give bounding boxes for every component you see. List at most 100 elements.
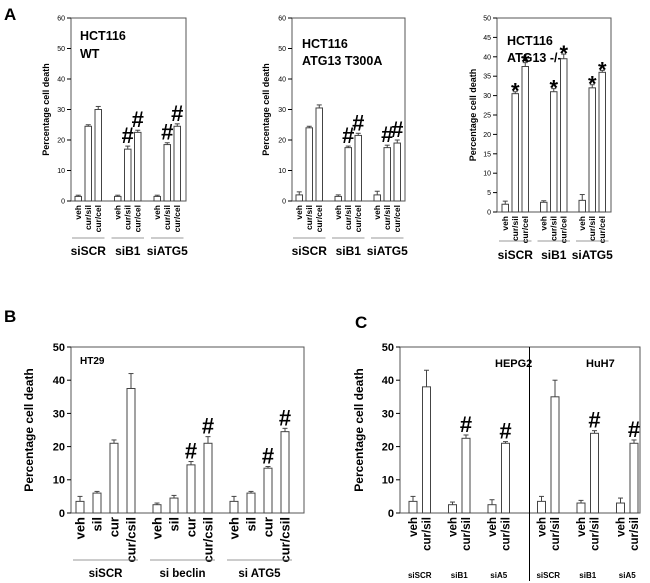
y-tick-label: 10: [483, 171, 491, 178]
bar-siB1-cur-sil: [124, 148, 132, 202]
x-category-label: cur/sil: [123, 205, 133, 230]
group-label: si beclin: [159, 568, 205, 580]
y-tick-label: 0: [388, 508, 394, 520]
x-category-label: cur/sil: [629, 517, 641, 551]
significance-hash: #: [262, 444, 274, 469]
bar-siATG5-cur-cel: [598, 71, 606, 213]
y-tick-label: 50: [382, 342, 394, 354]
bar-siB1-cur-sil: [590, 432, 599, 514]
x-category-label: cur/csil: [278, 517, 293, 563]
x-category-label: veh: [73, 205, 83, 220]
x-category-label: cur/cel: [314, 205, 324, 232]
significance-hash: #: [132, 107, 144, 132]
y-tick-label: 45: [483, 35, 491, 42]
bar-siATG5-cur-cel: [393, 142, 401, 202]
x-category-label: veh: [539, 216, 549, 231]
x-category-label: veh: [372, 205, 382, 220]
x-category-label: cur/cel: [133, 205, 143, 232]
y-tick-label: 50: [483, 15, 491, 22]
bar-siATG5-veh: [578, 199, 586, 213]
bar-siSCR-veh: [74, 195, 82, 202]
x-category-label: veh: [500, 216, 510, 231]
bar-siATG5-cur-sil: [163, 144, 171, 202]
x-category-label: cur: [184, 517, 199, 537]
y-tick-label: 40: [278, 76, 286, 83]
group-label: siB1: [541, 248, 567, 262]
x-category-label: cur/sil: [422, 517, 434, 551]
bar-siB1-cur-sil: [550, 91, 558, 213]
y-tick-label: 10: [53, 475, 65, 487]
y-axis-label: Percentage cell death: [22, 368, 36, 491]
bar-siB1-veh: [540, 201, 548, 213]
x-category-label: cur/sil: [162, 205, 172, 230]
bar-siA5-cur-sil: [629, 442, 639, 514]
cell-line-annotation: HuH7: [586, 358, 615, 370]
bar-siSCR-sil: [92, 492, 102, 514]
cell-line-annotation: HCT116: [302, 37, 348, 51]
group-label: siSCR: [292, 244, 328, 258]
x-category-label: cur/cel: [559, 216, 569, 243]
bar-siB1-veh: [576, 502, 586, 514]
x-category-label: veh: [113, 205, 123, 220]
y-tick-label: 50: [57, 46, 65, 53]
bar-si-ATG5-cur-csil: [280, 431, 290, 514]
significance-hash: #: [628, 417, 640, 442]
group-label: si ATG5: [238, 568, 281, 580]
bar-siSCR-cur-sil: [422, 386, 431, 514]
plot-frame: [399, 346, 641, 514]
bar-siSCR-cur-cel: [315, 107, 323, 202]
cell-line-annotation: HCT116: [80, 29, 126, 43]
x-category-label: cur/sil: [83, 205, 93, 230]
significance-hash: #: [391, 117, 403, 142]
significance-hash: #: [352, 110, 364, 135]
bar-siB1-cur-cel: [354, 134, 362, 202]
x-category-label: cur/sil: [549, 216, 559, 241]
bar-siB1-veh: [448, 504, 457, 514]
cell-line-annotation: HCT116: [507, 34, 553, 48]
bar-si-beclin-cur-csil: [203, 442, 213, 514]
bar-si-beclin-veh: [152, 504, 162, 514]
group-label: siSCR: [498, 248, 534, 262]
bar-siA5-veh: [616, 502, 625, 514]
y-tick-label: 20: [57, 137, 65, 144]
group-label: siSCR: [536, 571, 560, 580]
bar-siSCR-veh: [537, 500, 546, 514]
y-tick-label: 35: [483, 74, 491, 81]
bar-siB1-veh: [114, 195, 122, 202]
y-tick-label: 5: [487, 190, 491, 197]
group-label: siB1: [451, 571, 468, 580]
x-category-label: sil: [90, 517, 105, 531]
chart-hepg2-huh7: 0 10 20 30 40 50 Percentage cell death HEPG2 HuH…: [352, 342, 641, 581]
x-category-label: cur/sil: [461, 517, 473, 551]
bar-siB1-cur-cel: [560, 58, 568, 213]
group-label: siATG5: [367, 244, 408, 258]
x-category-label: cur/sil: [510, 216, 520, 241]
bar-si-beclin-cur: [186, 464, 196, 514]
bar-siSCR-cur: [109, 442, 119, 514]
y-tick-label: 10: [278, 168, 286, 175]
y-tick-label: 40: [483, 54, 491, 61]
y-tick-label: 15: [483, 151, 491, 158]
y-tick-label: 20: [278, 137, 286, 144]
y-tick-label: 50: [278, 46, 286, 53]
bar-siSCR-cur-sil: [84, 125, 92, 202]
panel-label-b: B: [4, 307, 16, 326]
bar-siA5-cur-sil: [501, 442, 510, 514]
y-axis-label: Percentage cell death: [261, 63, 271, 156]
significance-hash: #: [122, 123, 134, 148]
bar-siATG5-veh: [373, 194, 381, 202]
y-tick-label: 20: [483, 132, 491, 139]
group-label: siSCR: [408, 571, 432, 580]
x-category-label: cur/csil: [201, 517, 216, 563]
x-category-label: cur/sil: [587, 216, 597, 241]
bar-siB1-cur-sil: [344, 147, 352, 202]
y-tick-label: 10: [382, 475, 394, 487]
significance-star: *: [559, 41, 568, 66]
significance-hash: #: [161, 120, 173, 145]
chart-hct116-wt: 0 10 20 30 40 50 60 Percentage cell death HCT116…: [41, 15, 188, 258]
x-category-label: veh: [227, 517, 242, 539]
cell-line-annotation: ATG13 -/-: [507, 51, 562, 65]
bar-siSCR-cur-cel: [94, 109, 102, 202]
x-category-label: veh: [408, 517, 420, 537]
